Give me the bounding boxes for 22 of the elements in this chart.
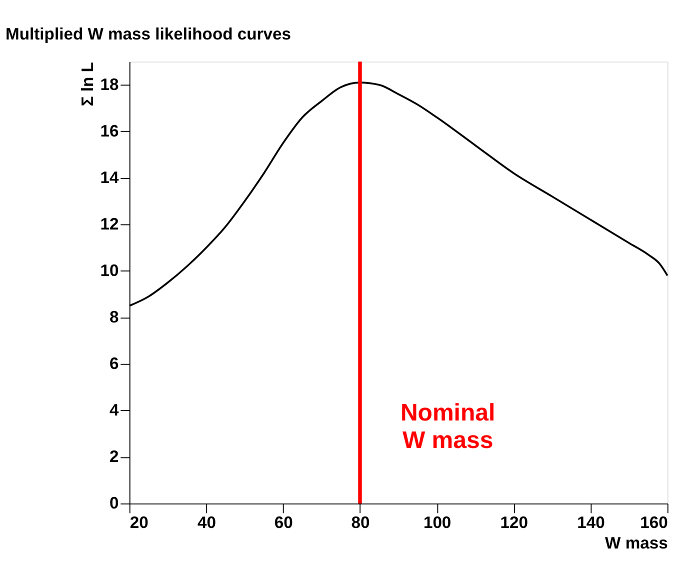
x-tick-label: 60	[274, 512, 293, 532]
y-tick-label: 18	[100, 74, 119, 94]
x-tick-label: 100	[423, 512, 452, 532]
x-tick-label: 140	[577, 512, 605, 532]
x-tick-label: 20	[130, 512, 148, 532]
y-tick-label: 10	[100, 260, 119, 280]
x-tick-label: 40	[197, 512, 216, 532]
chart-title: Multiplied W mass likelihood curves	[6, 24, 291, 44]
y-tick-label: 16	[100, 121, 119, 140]
x-axis-title: W mass	[605, 533, 668, 552]
y-tick-label: 6	[110, 354, 119, 374]
y-tick-label: 0	[110, 494, 119, 513]
y-tick-label: 4	[110, 400, 120, 420]
ref-line-label: Nominal W mass	[400, 399, 496, 454]
y-axis-title: Σ ln L	[78, 62, 97, 106]
y-tick-label: 8	[110, 308, 119, 326]
x-tick-label: 80	[351, 512, 370, 532]
x-tick-label: 160	[640, 512, 668, 532]
x-tick-label: 120	[500, 512, 528, 532]
y-tick-label: 2	[110, 447, 119, 466]
y-tick-label: 12	[100, 214, 119, 234]
y-tick-label: 14	[100, 168, 120, 187]
